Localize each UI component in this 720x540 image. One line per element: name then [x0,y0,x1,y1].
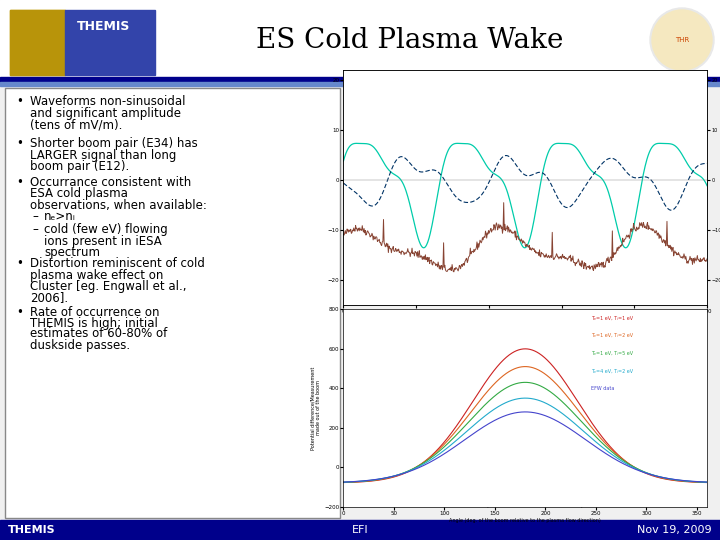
Bar [0,0,720,80]
Text: –: – [32,210,38,223]
Text: estimates of 60-80% of: estimates of 60-80% of [30,327,167,340]
Text: 2006].: 2006]. [30,292,68,305]
Text: THEMIS: THEMIS [8,525,55,535]
Bar [10,10,65,75]
Text: Tₑ=4 eV, Tᵢ=2 eV: Tₑ=4 eV, Tᵢ=2 eV [590,368,633,374]
Text: ESA cold plasma: ESA cold plasma [30,187,128,200]
Bar [0,77,720,82]
Text: Tₑ=1 eV, Tᵢ=2 eV: Tₑ=1 eV, Tᵢ=2 eV [590,333,633,338]
Text: EFI: EFI [351,525,369,535]
Text: EFW data: EFW data [590,386,614,391]
Text: THEMIS: THEMIS [76,20,130,33]
X-axis label: Angle (deg. of the boom relative to the plasma flow direction): Angle (deg. of the boom relative to the … [449,518,601,523]
Bar [5,88,340,518]
Text: LARGER signal than long: LARGER signal than long [30,148,176,161]
Text: boom pair (E12).: boom pair (E12). [30,160,130,173]
Text: Nov 19, 2009: Nov 19, 2009 [637,525,712,535]
Text: and significant amplitude: and significant amplitude [30,106,181,119]
Text: Rate of occurrence on: Rate of occurrence on [30,306,160,319]
Text: Cluster [eg. Engwall et al.,: Cluster [eg. Engwall et al., [30,280,186,293]
Text: THR: THR [675,37,689,43]
Bar [10,10,155,75]
Text: spectrum: spectrum [44,246,100,259]
Text: PIC simulation by Engwall & Eriksson
(CLUSTER booms): PIC simulation by Engwall & Eriksson (CL… [432,484,638,507]
Text: Shorter boom pair (E34) has: Shorter boom pair (E34) has [30,137,198,150]
Text: observations, when available:: observations, when available: [30,199,207,212]
Circle shape [652,10,712,70]
Bar [0,520,720,540]
Bar [65,10,155,75]
Text: •: • [16,137,23,150]
Y-axis label: Potential difference/Measurement
made out of the boom: Potential difference/Measurement made ou… [310,366,321,450]
Text: ions present in iESA: ions present in iESA [44,234,162,247]
Bar [0,82,720,86]
Text: Distortion reminiscent of cold: Distortion reminiscent of cold [30,257,205,270]
Text: •: • [16,306,23,319]
Text: nₑ>nᵢ: nₑ>nᵢ [44,210,76,223]
Text: Tₑ=1 eV, Tᵢ=5 eV: Tₑ=1 eV, Tᵢ=5 eV [590,351,633,356]
Text: •: • [16,176,23,189]
Text: Waveforms non-sinusoidal: Waveforms non-sinusoidal [30,95,186,108]
Text: Occurrance consistent with: Occurrance consistent with [30,176,192,189]
Text: –: – [32,223,38,236]
Text: •: • [16,257,23,270]
Circle shape [650,8,714,72]
Text: •: • [16,95,23,108]
Text: duskside passes.: duskside passes. [30,339,130,352]
Bar [10,10,65,75]
Text: plasma wake effect on: plasma wake effect on [30,268,163,281]
Text: THEMIS is high; initial: THEMIS is high; initial [30,318,158,330]
Text: (tens of mV/m).: (tens of mV/m). [30,118,122,131]
Text: Tₑ=1 eV, Tᵢ=1 eV: Tₑ=1 eV, Tᵢ=1 eV [590,315,633,320]
Text: ES Cold Plasma Wake: ES Cold Plasma Wake [256,26,564,53]
Text: cold (few eV) flowing: cold (few eV) flowing [44,223,168,236]
